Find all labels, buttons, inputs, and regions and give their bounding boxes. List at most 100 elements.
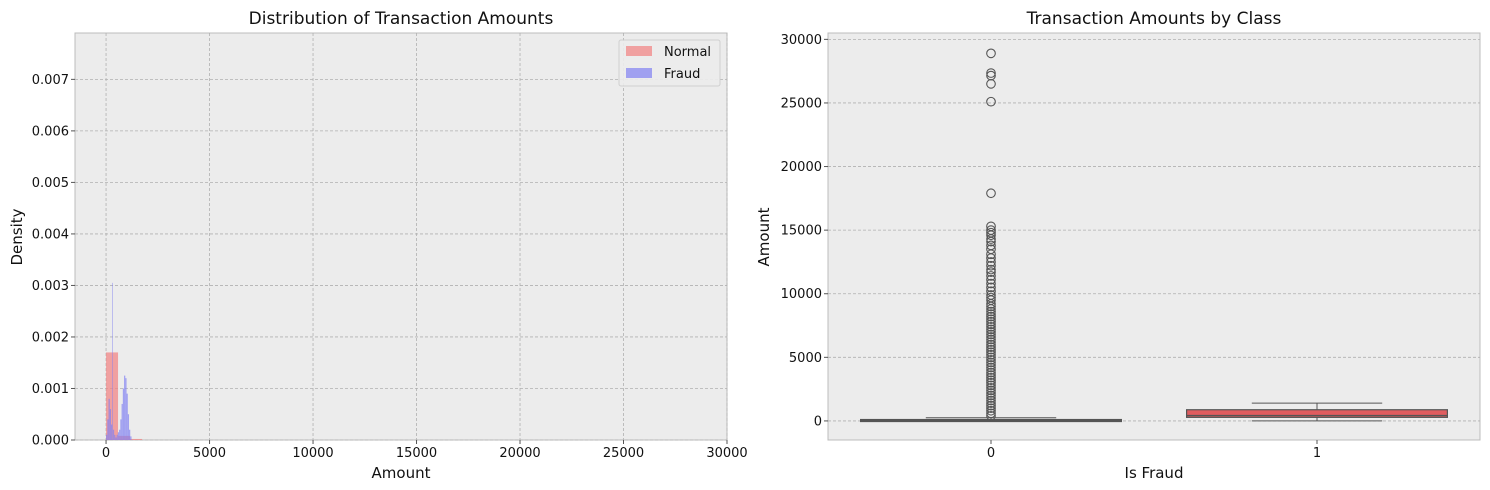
boxplot-outlier — [986, 327, 996, 337]
boxplot-outlier — [986, 319, 996, 330]
histogram-bar-fraud — [119, 429, 121, 440]
boxplot-plot-area — [827, 32, 1481, 441]
boxplot-y-tick-label: 0 — [814, 414, 822, 429]
boxplot-outlier — [986, 68, 996, 78]
histogram-bar-fraud — [122, 388, 125, 440]
boxplot-outlier — [986, 249, 996, 260]
boxplot-y-label: Amount — [755, 207, 773, 266]
histogram-x-tick-label: 30000 — [706, 446, 747, 461]
boxplot-outlier — [986, 257, 996, 267]
boxplot-outlier — [986, 344, 996, 355]
boxplot-y-tick-label: 25000 — [781, 96, 822, 111]
histogram-bar-fraud — [116, 434, 118, 440]
histogram-y-label: Density — [8, 208, 26, 265]
boxplot-y-tick-label: 30000 — [781, 33, 822, 48]
histogram-y-tick-label: 0.000 — [32, 434, 69, 449]
boxplot-y-tick-label: 15000 — [781, 224, 822, 239]
boxplot-outlier — [986, 380, 996, 391]
boxplot-outlier — [986, 342, 996, 353]
boxplot-outlier — [986, 410, 996, 421]
boxplot-title: Transaction Amounts by Class — [1026, 9, 1282, 29]
histogram-title: Distribution of Transaction Amounts — [249, 9, 554, 29]
histogram-bars — [106, 282, 143, 440]
boxplot-outlier — [986, 264, 996, 275]
boxplot-y-tick-label: 5000 — [789, 351, 822, 366]
boxplot-outlier — [986, 385, 996, 396]
boxplot-outlier — [986, 260, 996, 271]
histogram-bar-fraud — [106, 434, 108, 440]
boxplot-outlier — [986, 301, 996, 312]
boxplot-outlier — [986, 337, 996, 347]
histogram-y-ticks: 0.000 0.001 0.002 0.003 0.004 0.005 0.006 0.007 — [32, 73, 75, 449]
histogram-y-tick-label: 0.003 — [32, 279, 69, 294]
histogram-bar-normal — [130, 438, 143, 440]
boxplot-outlier — [986, 314, 996, 325]
boxplot-outlier — [986, 278, 996, 289]
boxplot-outlier — [986, 357, 996, 368]
boxplot-x-tick-label: 0 — [987, 446, 995, 461]
histogram-bar-fraud — [117, 432, 120, 440]
boxplot-outlier — [986, 309, 996, 319]
histogram-bar-fraud — [129, 429, 131, 440]
legend-fraud-label: Fraud — [664, 67, 700, 82]
boxplot-y-ticks: 0 5000 10000 15000 20000 25000 30000 — [781, 33, 828, 429]
boxplot-outlier — [986, 362, 996, 373]
boxplot-outlier — [986, 306, 996, 317]
boxplot-outlier — [986, 48, 996, 59]
boxplot-outlier — [986, 299, 996, 309]
legend-normal-swatch — [626, 46, 652, 56]
boxplot-outlier — [986, 360, 996, 370]
boxplot-box — [1185, 409, 1448, 418]
histogram-y-tick-label: 0.005 — [32, 176, 69, 191]
histogram-x-tick-label: 5000 — [193, 446, 226, 461]
boxplot-outlier — [986, 367, 996, 378]
boxplot-outlier — [986, 234, 996, 244]
histogram-bar-fraud — [120, 419, 122, 440]
boxplot-outlier — [986, 311, 996, 322]
histogram-plot-area — [74, 32, 728, 441]
histogram-bar-fraud — [121, 403, 123, 440]
boxplot-outlier — [986, 316, 996, 327]
histogram-bar-fraud — [127, 414, 130, 440]
boxplot-outlier — [986, 388, 996, 398]
boxplot-outlier — [986, 377, 996, 388]
histogram-x-label: Amount — [372, 464, 431, 482]
histogram-legend: Normal Fraud — [618, 39, 721, 87]
boxplot-y-tick-label: 20000 — [781, 160, 822, 175]
boxplot-outlier — [986, 405, 996, 416]
boxplot-outlier — [986, 271, 996, 281]
boxplot-outlier — [986, 304, 996, 314]
boxplot-outlier — [986, 339, 996, 350]
boxplot-outlier — [986, 188, 996, 199]
boxplot-outlier — [986, 408, 996, 419]
boxplot-outlier — [986, 332, 996, 342]
boxplot-outlier — [986, 334, 996, 345]
boxplot-outlier — [986, 383, 996, 393]
boxplot-x-label: Is Fraud — [1125, 464, 1184, 482]
histogram-bar-fraud — [112, 282, 113, 440]
boxplot-outlier — [986, 395, 996, 406]
histogram-bar-fraud — [126, 393, 128, 440]
histogram-bar-fraud — [109, 409, 112, 440]
histogram-y-tick-label: 0.006 — [32, 124, 69, 139]
boxplot-outlier — [986, 400, 996, 411]
histogram-x-ticks: 0 5000 10000 15000 20000 25000 30000 — [102, 440, 748, 461]
boxplot-outlier — [986, 267, 996, 277]
boxplot-outlier — [986, 274, 996, 285]
boxplot-outlier — [986, 253, 996, 263]
legend-normal-label: Normal — [664, 45, 711, 60]
histogram-chart: 0 5000 10000 15000 20000 25000 30000 0.0000.00… — [8, 9, 748, 482]
histogram-bar-fraud — [124, 375, 126, 440]
boxplot-outlier — [986, 372, 996, 383]
boxplot-grid — [828, 38, 1480, 422]
boxplot-outlier — [986, 349, 996, 360]
histogram-bar-fraud — [125, 378, 127, 440]
histogram-bar-fraud — [108, 398, 110, 440]
histogram-y-tick-label: 0.004 — [32, 227, 69, 242]
histogram-y-tick-label: 0.002 — [32, 330, 69, 345]
histogram-bar-fraud — [130, 436, 132, 440]
histogram-bar-fraud — [107, 419, 109, 440]
boxplot-outlier — [986, 375, 996, 386]
